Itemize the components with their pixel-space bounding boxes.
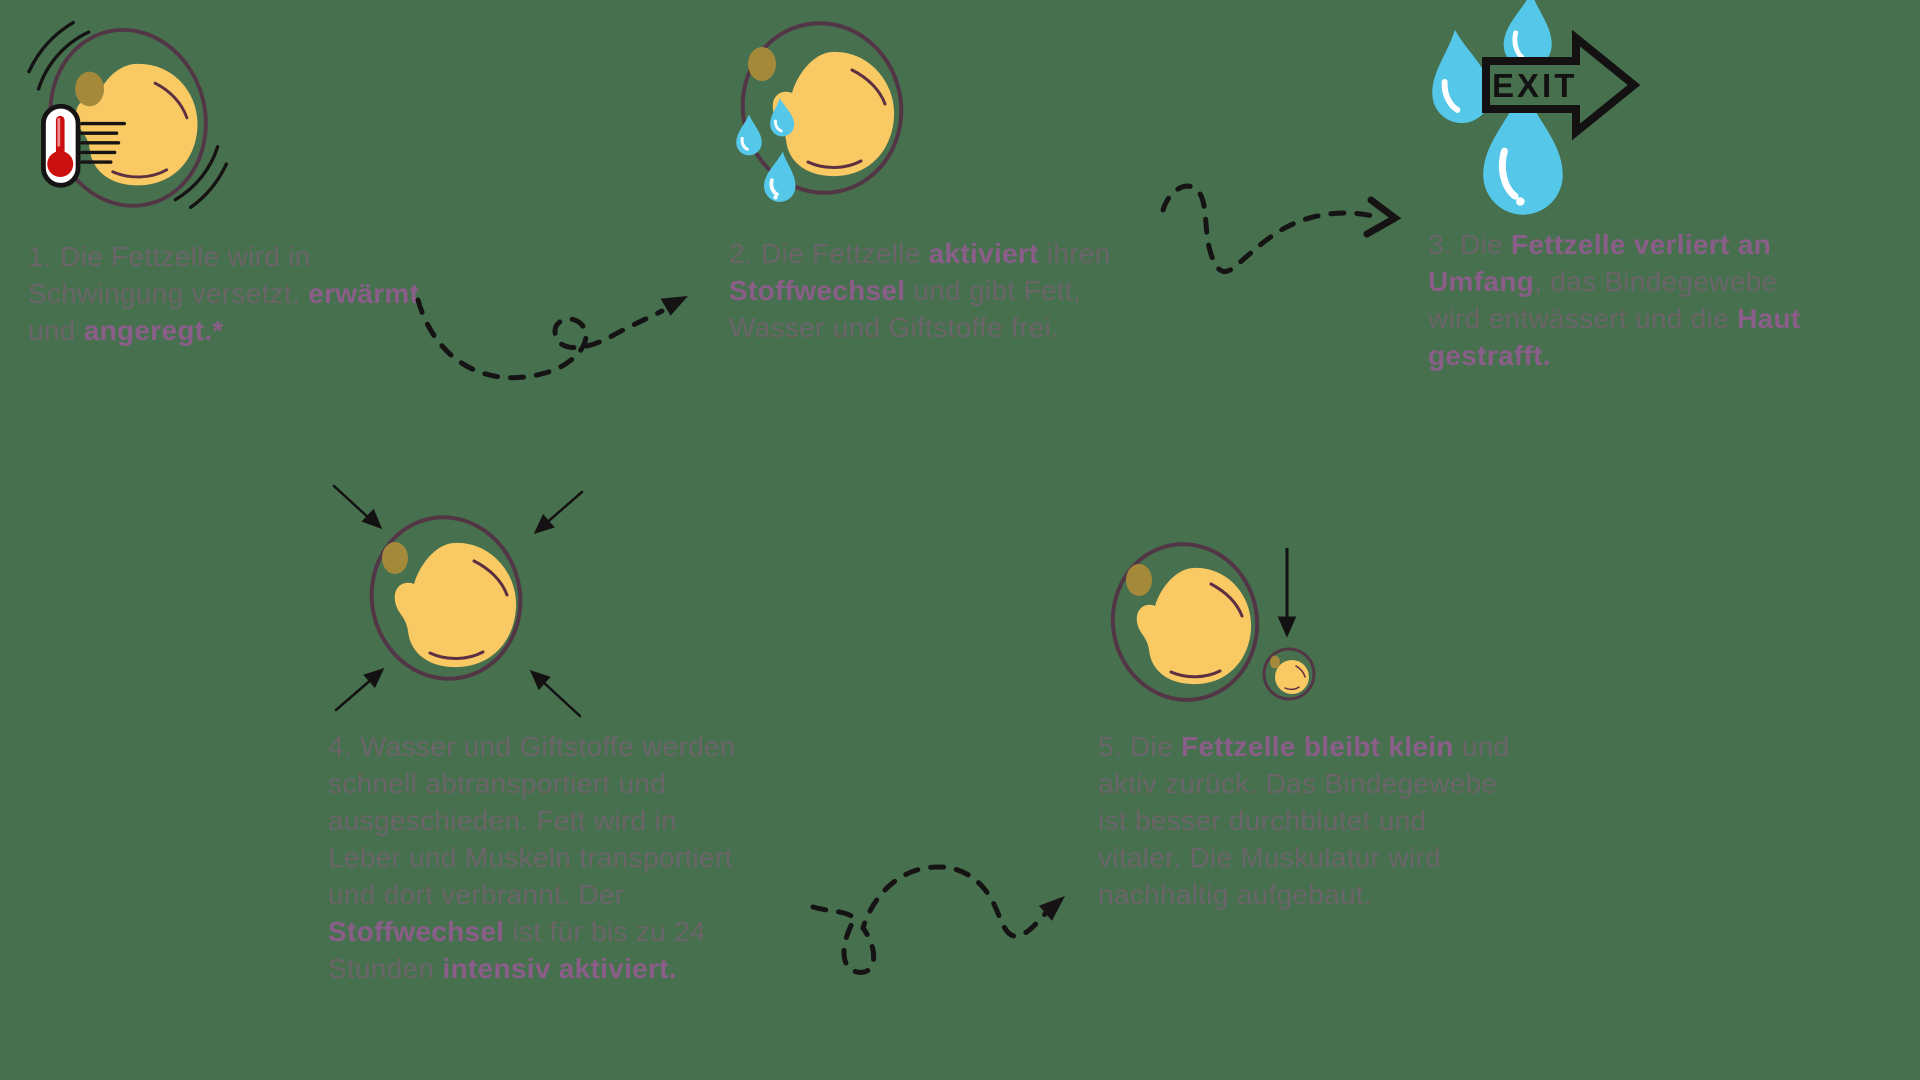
cell-membrane xyxy=(1262,647,1316,701)
dashed-arrow-4-to-5 xyxy=(810,864,1065,975)
large-fat-cell xyxy=(1110,542,1260,702)
cell-membrane xyxy=(369,515,523,681)
water-droplets xyxy=(1432,0,1563,215)
cell-highlight-arcs xyxy=(428,559,509,660)
cell-nucleus xyxy=(1126,564,1152,596)
fat-cell-droplets-icon xyxy=(736,21,904,202)
exit-arrow-icon: EXIT xyxy=(1482,29,1641,141)
dashed-arrow-2-to-3 xyxy=(1160,183,1402,274)
arrowhead xyxy=(660,296,688,316)
droplet-icon xyxy=(770,98,795,137)
vibration-arcs xyxy=(27,20,229,210)
fat-blob xyxy=(394,542,517,668)
droplet-icon xyxy=(1483,87,1563,215)
step-3-text: 3. Die Fettzelle verliert an Umfang, das… xyxy=(1428,229,1801,371)
inward-pressure-arrows xyxy=(332,484,584,718)
heat-lines xyxy=(80,121,126,164)
cell-nucleus xyxy=(1270,655,1280,669)
arrowhead xyxy=(1363,196,1402,238)
water-droplets xyxy=(736,98,796,202)
fat-blob xyxy=(75,63,198,186)
cell-nucleus xyxy=(75,71,105,107)
droplets-exit-icon: EXIT xyxy=(1432,0,1641,215)
cell-nucleus xyxy=(748,47,776,81)
shrink-arrow xyxy=(1277,548,1297,638)
dashed-arrow-1-to-2 xyxy=(415,296,688,381)
droplet-icon xyxy=(764,151,796,202)
fat-blob xyxy=(772,51,895,177)
cell-highlight-arcs xyxy=(806,68,887,169)
step-5-text: 5. Die Fettzelle bleibt klein und aktiv … xyxy=(1098,731,1510,910)
compressed-fat-cell-icon xyxy=(332,484,584,718)
cell-membrane xyxy=(1110,542,1260,702)
droplet-icon xyxy=(1503,0,1552,69)
droplet-icon xyxy=(1432,29,1491,124)
cell-highlight-arcs xyxy=(111,81,189,179)
exit-label: EXIT xyxy=(1492,67,1577,104)
cell-nucleus xyxy=(382,542,408,574)
step-1-text: 1. Die Fettzelle wird in Schwingung vers… xyxy=(28,241,420,346)
thermometer-icon xyxy=(40,103,81,188)
small-fat-cell xyxy=(1262,647,1316,701)
fat-blob xyxy=(1136,567,1252,685)
vibrating-fat-cell-icon xyxy=(27,20,229,210)
step-4-text: 4. Wasser und Giftstoffe werden schnell … xyxy=(328,731,736,984)
arrowhead xyxy=(1038,896,1065,921)
shrunken-fat-cell-icon xyxy=(1110,542,1316,702)
step-2-text: 2. Die Fettzelle aktiviert ihren Stoffwe… xyxy=(729,238,1111,343)
droplet-icon xyxy=(736,114,762,156)
